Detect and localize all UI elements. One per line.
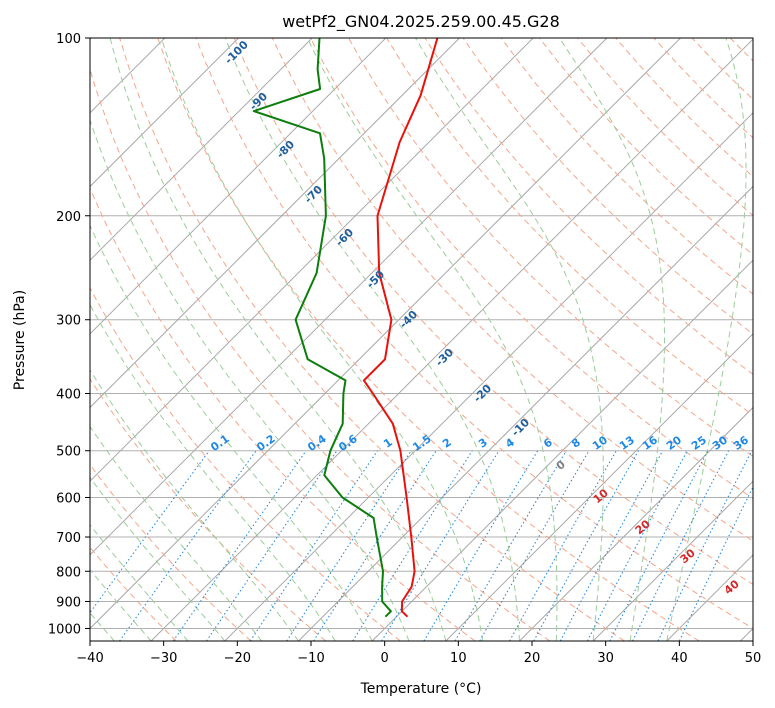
x-tick-label: 10 bbox=[450, 651, 467, 666]
mixing-ratio-lines bbox=[90, 450, 753, 641]
isotherm-line bbox=[90, 38, 239, 188]
isotherm-line bbox=[519, 406, 753, 641]
dry-adiabats bbox=[90, 38, 753, 641]
moist-adiabat-line bbox=[90, 118, 410, 641]
isotherm-line bbox=[150, 38, 753, 641]
isotherm-line bbox=[90, 38, 460, 409]
y-tick-label: 400 bbox=[56, 388, 81, 403]
mixing-ratio-line bbox=[352, 450, 473, 641]
y-axis-label: Pressure (hPa) bbox=[12, 290, 28, 390]
x-tick-label: 0 bbox=[381, 651, 389, 666]
dry-adiabat-line bbox=[90, 378, 327, 641]
dry-adiabat-line bbox=[195, 38, 753, 630]
y-tick-label: 100 bbox=[56, 32, 81, 47]
moist-adiabat-line bbox=[90, 568, 152, 641]
moist-adiabats bbox=[90, 38, 747, 641]
moist-adiabat-line bbox=[90, 476, 226, 641]
chart-title: wetPf2_GN04.2025.259.00.45.G28 bbox=[282, 12, 560, 32]
isotherm-line bbox=[224, 112, 753, 641]
y-tick-label: 600 bbox=[56, 491, 81, 506]
isotherm-line bbox=[592, 480, 753, 641]
mixing-ratio-line bbox=[249, 450, 379, 641]
dry-adiabat-line bbox=[119, 38, 625, 641]
moist-adiabat-line bbox=[90, 224, 373, 641]
mixing-ratio-line bbox=[632, 450, 730, 641]
moist-adiabat-line bbox=[90, 369, 299, 641]
moist-adiabat-line bbox=[306, 38, 558, 641]
isotherm-line bbox=[445, 333, 753, 641]
mixing-ratio-line bbox=[313, 450, 437, 641]
mixing-ratio-line bbox=[286, 450, 412, 641]
sounding-series bbox=[252, 38, 439, 618]
moist-adiabat-line bbox=[415, 38, 604, 641]
isotherm-line bbox=[90, 38, 313, 261]
y-tick-label: 700 bbox=[56, 531, 81, 546]
dewpoint-profile-line bbox=[252, 38, 392, 618]
y-tick-label: 200 bbox=[56, 210, 81, 225]
mixing-ratio-line bbox=[206, 450, 338, 641]
temperature-profile-line bbox=[362, 38, 439, 618]
mixing-ratio-line bbox=[119, 450, 257, 641]
y-tick-label: 800 bbox=[56, 565, 81, 580]
moist-adiabat-line bbox=[558, 38, 665, 641]
mixing-ratio-line bbox=[533, 450, 639, 641]
dry-adiabat-line bbox=[233, 38, 753, 585]
mixing-ratio-line bbox=[172, 450, 307, 641]
y-axis-ticks: 100 200 300 400 500 600 700 800 900 1000 bbox=[48, 32, 90, 637]
dry-adiabat-line bbox=[271, 38, 753, 542]
x-tick-label: −40 bbox=[76, 651, 103, 666]
dry-adiabat-line bbox=[500, 38, 753, 295]
y-tick-label: 900 bbox=[56, 595, 81, 610]
moist-adiabat-line bbox=[666, 38, 747, 641]
plot-frame bbox=[89, 37, 754, 642]
dry-adiabat-line bbox=[462, 38, 753, 335]
x-tick-label: 20 bbox=[524, 651, 541, 666]
moist-adiabat-line bbox=[109, 38, 447, 641]
isotherm-line bbox=[90, 38, 608, 556]
moist-adiabat-line bbox=[90, 425, 263, 641]
moist-adiabat-line bbox=[224, 38, 520, 641]
dry-adiabat-line bbox=[90, 463, 252, 641]
pressure-gridlines bbox=[90, 38, 753, 629]
x-tick-label: −20 bbox=[224, 651, 251, 666]
x-tick-label: −30 bbox=[150, 651, 177, 666]
x-tick-label: 30 bbox=[597, 651, 614, 666]
plot-area bbox=[90, 38, 753, 641]
moist-adiabat-line bbox=[160, 38, 484, 641]
y-tick-label: 300 bbox=[56, 314, 81, 329]
moist-adiabat-line bbox=[90, 303, 336, 641]
x-tick-label: −10 bbox=[297, 651, 324, 666]
mixing-ratio-line bbox=[479, 450, 590, 641]
isotherm-line bbox=[90, 38, 534, 482]
dry-adiabat-line bbox=[310, 38, 753, 499]
isotherm-line bbox=[90, 38, 387, 335]
x-tick-label: 40 bbox=[671, 651, 688, 666]
mixing-ratio-line bbox=[90, 450, 210, 614]
mixing-ratio-line bbox=[509, 450, 617, 641]
dry-adiabat-line bbox=[157, 38, 700, 641]
skewed-isotherms bbox=[90, 38, 753, 641]
isotherm-line bbox=[371, 259, 753, 641]
dry-adiabat-line bbox=[90, 67, 551, 641]
x-axis-label: Temperature (°C) bbox=[360, 681, 482, 697]
x-axis-ticks: −40 −30 −20 −10 0 10 20 30 40 50 bbox=[76, 641, 761, 666]
mixing-ratio-line bbox=[381, 450, 500, 641]
x-tick-label: 50 bbox=[745, 651, 762, 666]
moist-adiabat-line bbox=[90, 523, 189, 641]
y-tick-label: 500 bbox=[56, 445, 81, 460]
mixing-ratio-line bbox=[609, 450, 709, 641]
y-tick-label: 1000 bbox=[48, 622, 81, 637]
